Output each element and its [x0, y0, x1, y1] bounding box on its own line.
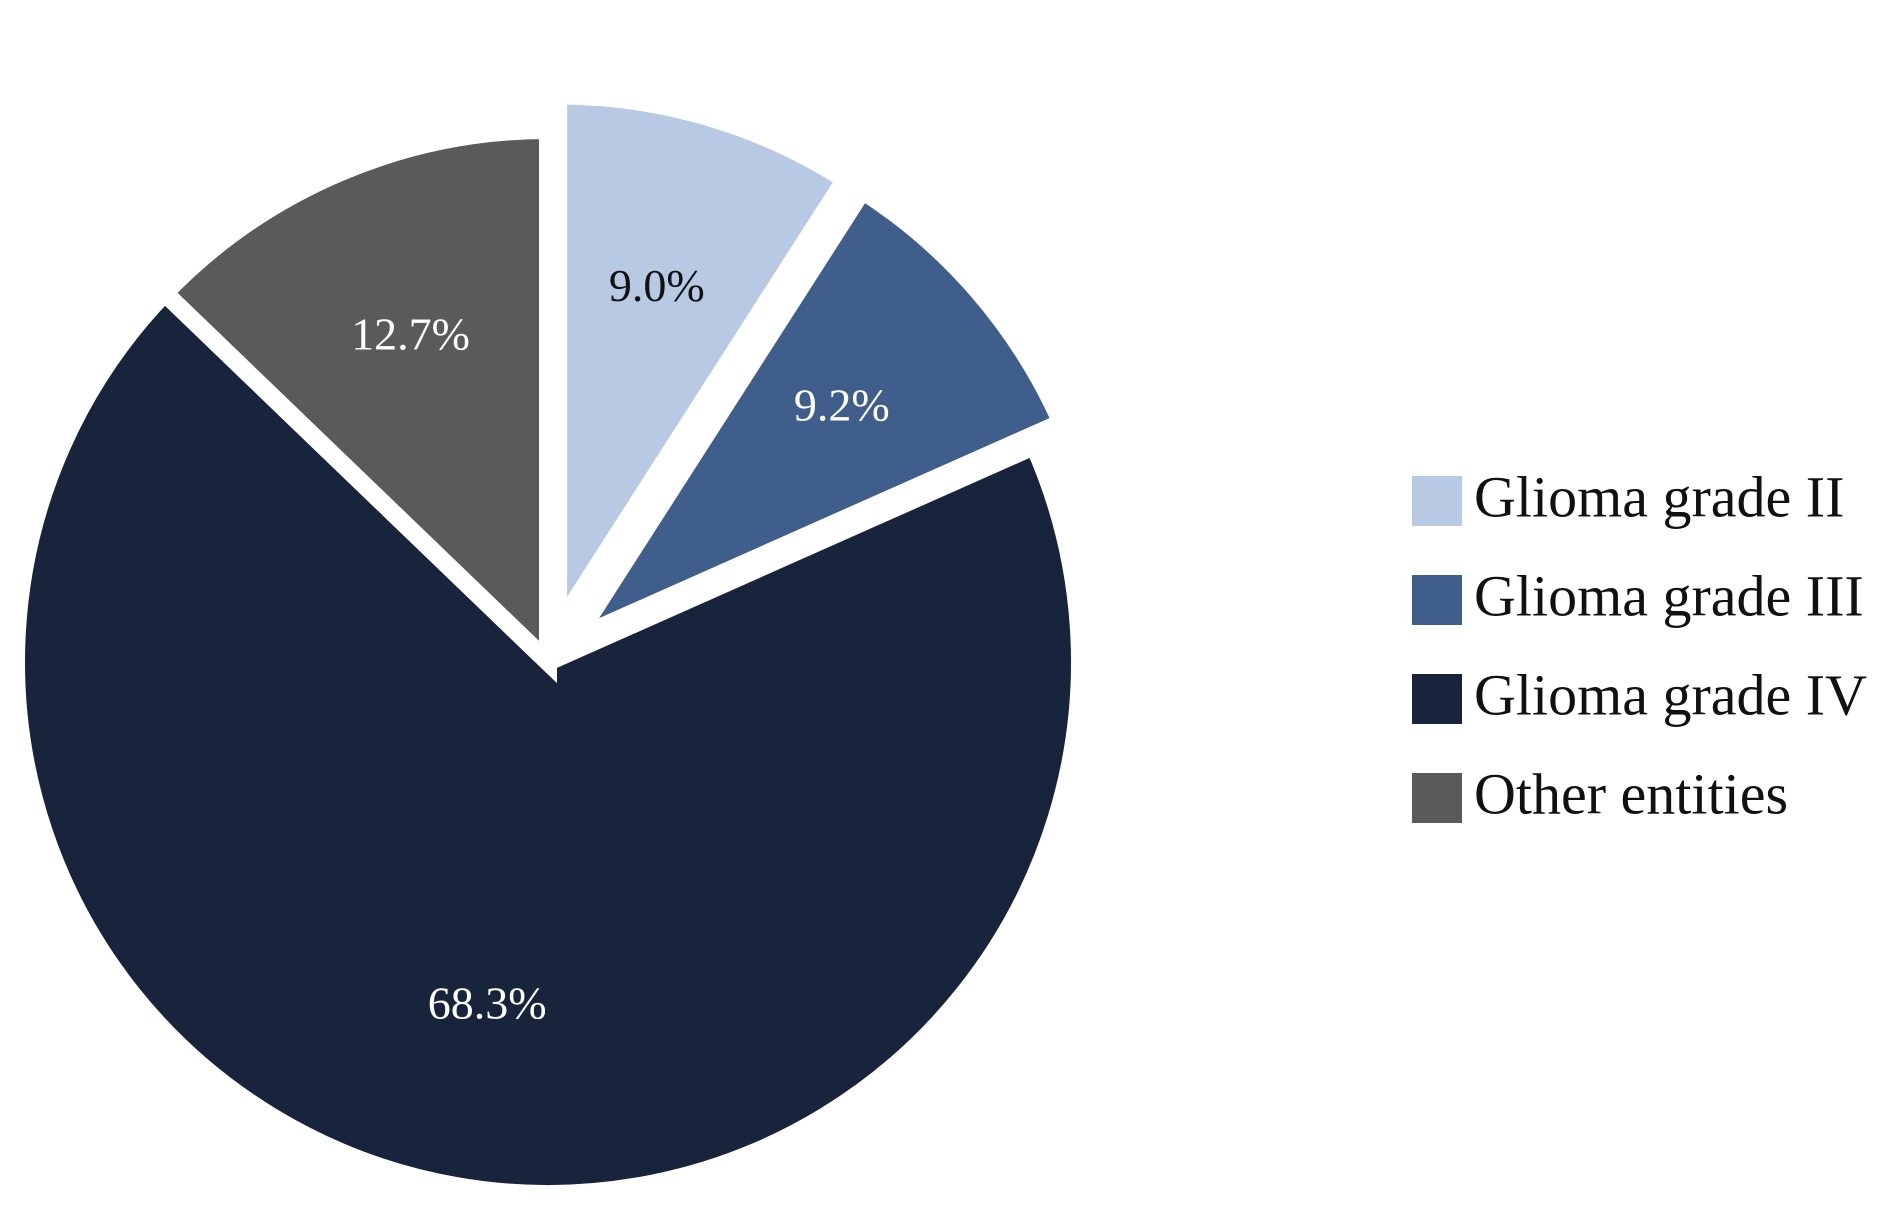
legend-label: Glioma grade IV [1474, 662, 1867, 727]
legend-swatch [1412, 476, 1462, 526]
legend-swatch [1412, 773, 1462, 823]
pie-slice-glioma-grade-iv [7, 280, 1089, 1203]
legend-item: Glioma grade III [1412, 563, 1864, 628]
slice-value-label: 9.2% [794, 379, 890, 430]
pie-slice-glioma-grade-iii [551, 178, 1074, 659]
slice-value-label: 68.3% [428, 977, 547, 1028]
pie-value-labels: 9.0% 9.2% 68.3% 12.7% [351, 260, 890, 1028]
slice-value-label: 9.0% [609, 260, 705, 311]
legend-label: Glioma grade II [1474, 464, 1844, 529]
legend-item: Glioma grade II [1412, 464, 1844, 529]
legend-swatch [1412, 575, 1462, 625]
pie-slice-glioma-grade-ii [549, 86, 858, 659]
pie-slices [7, 86, 1089, 1203]
legend-item: Glioma grade IV [1412, 662, 1867, 727]
slice-value-label: 12.7% [351, 308, 470, 359]
pie-slice-other-entities [152, 120, 557, 684]
legend-label: Other entities [1474, 761, 1788, 826]
legend-label: Glioma grade III [1474, 563, 1864, 628]
legend: Glioma grade II Glioma grade III Glioma gr… [1412, 464, 1867, 826]
legend-item: Other entities [1412, 761, 1788, 826]
legend-swatch [1412, 674, 1462, 724]
